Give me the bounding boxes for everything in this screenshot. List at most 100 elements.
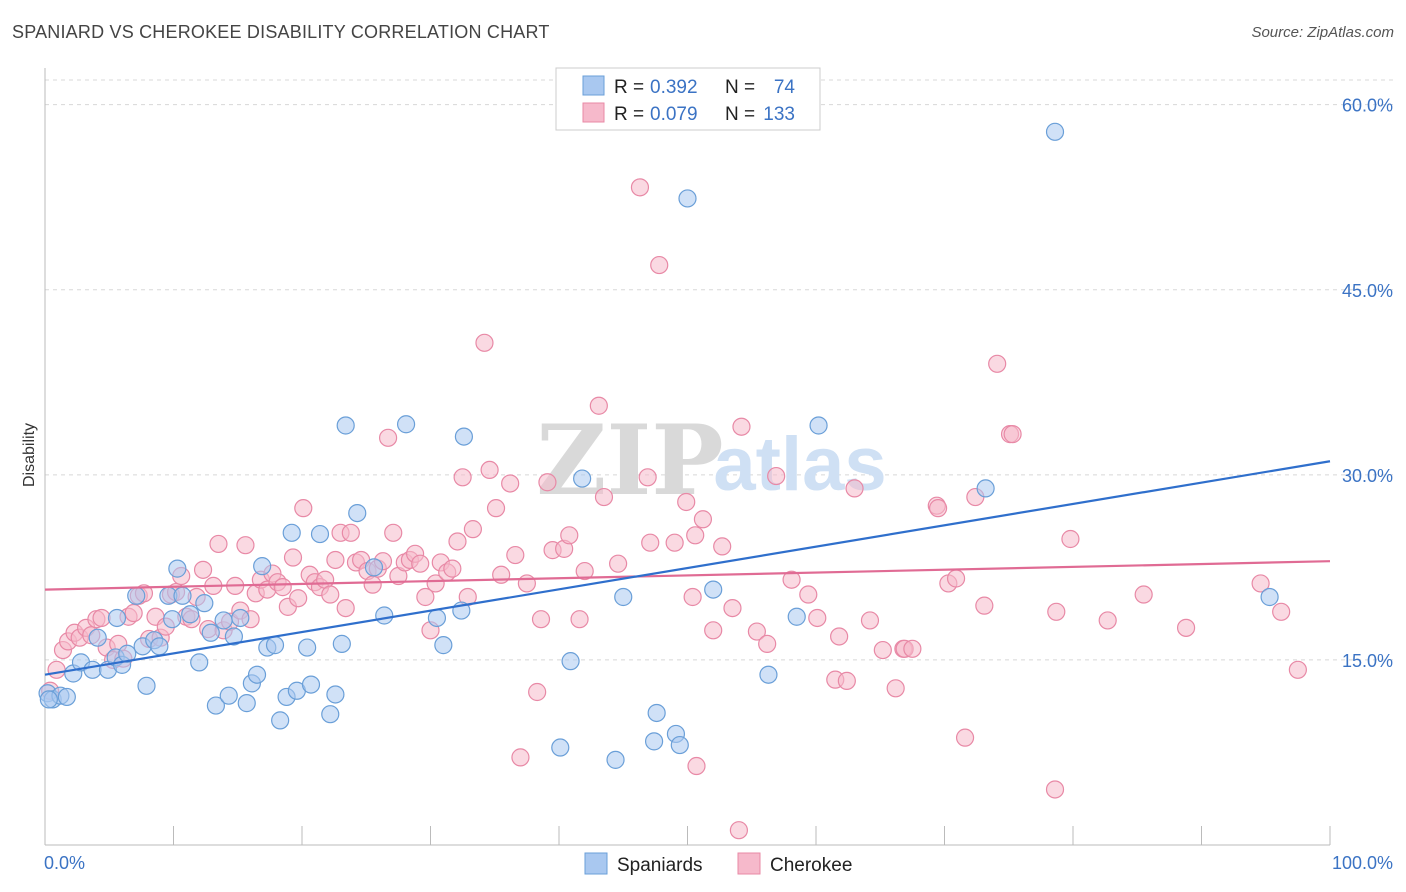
cherokee-point [411, 554, 430, 573]
cherokee-point [704, 621, 723, 640]
cherokee-point [886, 679, 905, 698]
spaniards-point [237, 694, 256, 713]
spaniards-point [168, 559, 187, 578]
spaniards-point [336, 416, 355, 435]
cherokee-point [589, 396, 608, 415]
cherokee-point [236, 536, 255, 555]
spaniards-point [787, 607, 806, 626]
legend-n-value-1: 74 [774, 77, 796, 98]
cherokee-point [283, 548, 303, 567]
legend-n-label-2: N = [725, 104, 755, 125]
spaniards-point [231, 608, 250, 628]
cherokee-point [506, 545, 525, 565]
spaniards-point [39, 690, 58, 709]
spaniards-point [195, 594, 214, 613]
spaniards-point [561, 652, 580, 671]
cherokee-point [570, 610, 589, 629]
cherokee-point [463, 520, 483, 539]
spaniards-trend-line [44, 460, 1331, 676]
spaniards-point [265, 636, 285, 655]
spaniards-point [163, 610, 182, 629]
spaniards-point [326, 685, 345, 704]
bottom-legend-swatch-spaniards [584, 852, 608, 875]
cherokee-point [988, 354, 1007, 373]
cherokee-point [782, 570, 801, 589]
spaniards-point [88, 628, 107, 647]
spaniards-point [1045, 122, 1065, 141]
cherokee-point [837, 671, 856, 690]
spaniards-point [271, 711, 290, 730]
cherokee-point [845, 479, 864, 498]
spaniards-point [224, 627, 243, 646]
spaniards-point [282, 523, 301, 542]
legend-n-label-1: N = [725, 77, 755, 98]
cherokee-point [928, 499, 948, 518]
cherokee-point [531, 610, 551, 629]
cherokee-point [687, 756, 706, 776]
legend-swatch-spaniards [582, 75, 605, 96]
cherokee-point [453, 468, 472, 487]
spaniards-point [201, 623, 220, 642]
source-credit: Source: ZipAtlas.com [1251, 24, 1394, 41]
cherokee-point [609, 554, 628, 573]
spaniards-point [107, 608, 127, 628]
cherokee-point [336, 598, 355, 618]
cherokee-point [946, 569, 966, 588]
cherokee-point [677, 492, 696, 512]
cherokee-point [321, 585, 340, 604]
spaniards-point [976, 479, 995, 498]
cherokee-point [1045, 780, 1065, 799]
cherokee-point [758, 634, 777, 653]
spaniards-point [678, 189, 697, 208]
cherokee-point [1272, 602, 1291, 621]
tick-labels: 15.0% 30.0% 45.0% 60.0% 0.0% 100.0% [44, 96, 1393, 873]
cherokee-point [1047, 602, 1066, 621]
cherokee-point [693, 510, 713, 529]
cherokee-point [193, 560, 213, 579]
spaniards-point [150, 637, 169, 656]
cherokee-point [517, 574, 536, 593]
cherokee-point [501, 474, 520, 493]
cherokee-point [209, 534, 228, 554]
cherokee-point [1098, 611, 1117, 630]
cherokee-point [830, 627, 849, 646]
cherokee-trend-line [44, 560, 1331, 591]
cherokee-point [443, 559, 462, 578]
cherokee-point [1061, 529, 1080, 549]
cherokee-point [732, 417, 751, 436]
cherokee-point [665, 533, 684, 552]
spaniards-point [1260, 587, 1279, 607]
y-tick-label: 60.0% [1342, 96, 1393, 116]
spaniards-point [137, 676, 156, 695]
spaniards-point [375, 606, 394, 625]
spaniards-point [551, 738, 570, 757]
cherokee-point [767, 466, 786, 486]
spaniards-point [219, 686, 238, 705]
x-tick-label-min: 0.0% [44, 853, 85, 873]
spaniards-point [118, 644, 137, 663]
cherokee-point [1003, 425, 1022, 444]
cherokee-point [1176, 618, 1196, 637]
cherokee-point [860, 611, 880, 630]
cherokee-point [747, 622, 766, 641]
y-tick-label: 30.0% [1342, 466, 1393, 486]
cherokee-point [480, 460, 499, 480]
cherokee-point [799, 585, 818, 604]
legend-r-label-2: R = [614, 104, 644, 125]
bottom-legend-swatch-cherokee [737, 852, 761, 875]
cherokee-point [511, 748, 530, 767]
cherokee-point [1288, 660, 1307, 679]
cherokee-point [873, 640, 892, 660]
bottom-legend-label-cherokee: Cherokee [770, 855, 852, 876]
cherokee-point [448, 532, 467, 551]
spaniards-point [644, 732, 664, 751]
cherokee-point [686, 526, 705, 545]
cherokee-point [538, 473, 557, 492]
cherokee-point [630, 178, 650, 197]
cherokee-point [729, 821, 749, 840]
spaniards-point [332, 634, 351, 653]
spaniards-point [301, 675, 321, 694]
spaniards-point [704, 580, 723, 599]
cherokee-point [363, 575, 382, 594]
